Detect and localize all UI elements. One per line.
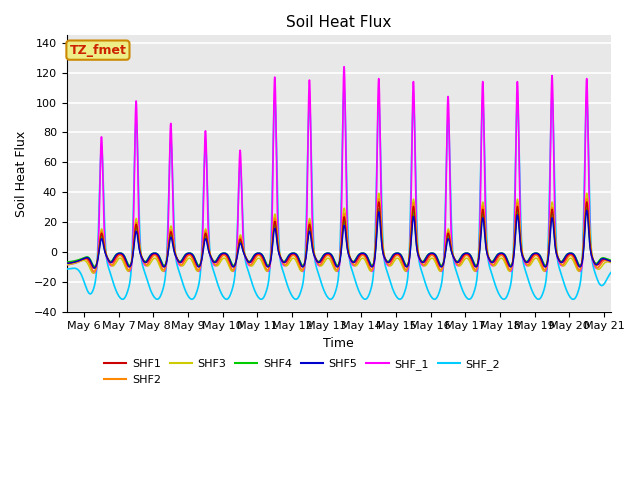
SHF4 xyxy=(271,221,278,227)
SHF_1 xyxy=(469,264,477,269)
SHF_2 xyxy=(162,271,170,276)
SHF_2 xyxy=(271,96,278,102)
SHF_2 xyxy=(511,215,518,221)
SHF_2 xyxy=(469,292,477,298)
SHF2 xyxy=(469,264,477,269)
SHF3 xyxy=(389,260,397,265)
Title: Soil Heat Flux: Soil Heat Flux xyxy=(286,15,392,30)
SHF1 xyxy=(162,261,170,267)
SHF5 xyxy=(271,226,278,231)
SHF1 xyxy=(90,265,98,271)
SHF5 xyxy=(511,249,518,255)
SHF5 xyxy=(162,262,170,268)
SHF2 xyxy=(583,195,591,201)
SHF_1 xyxy=(607,260,615,265)
Line: SHF2: SHF2 xyxy=(67,198,611,271)
Legend: SHF1, SHF2, SHF3, SHF4, SHF5, SHF_1, SHF_2: SHF1, SHF2, SHF3, SHF4, SHF5, SHF_1, SHF… xyxy=(100,355,504,389)
SHF2 xyxy=(90,268,98,274)
SHF1 xyxy=(607,258,615,264)
SHF_1 xyxy=(162,265,170,271)
SHF_2 xyxy=(607,270,615,276)
Line: SHF3: SHF3 xyxy=(67,193,611,273)
SHF5 xyxy=(417,258,424,264)
SHF5 xyxy=(389,252,397,258)
SHF4 xyxy=(63,259,70,265)
SHF_1 xyxy=(340,64,348,70)
SHF_1 xyxy=(511,231,518,237)
SHF1 xyxy=(63,261,70,266)
SHF4 xyxy=(607,257,615,263)
Line: SHF1: SHF1 xyxy=(67,202,611,268)
Line: SHF5: SHF5 xyxy=(67,210,611,268)
SHF4 xyxy=(511,247,518,253)
SHF5 xyxy=(469,258,477,264)
SHF3 xyxy=(469,266,477,272)
SHF4 xyxy=(469,257,477,263)
SHF4 xyxy=(91,264,99,269)
SHF_1 xyxy=(90,270,98,276)
SHF2 xyxy=(389,257,397,263)
SHF1 xyxy=(583,199,591,205)
SHF_2 xyxy=(63,266,70,272)
Line: SHF_2: SHF_2 xyxy=(67,87,611,300)
SHF3 xyxy=(90,270,97,276)
X-axis label: Time: Time xyxy=(323,337,354,350)
SHF_2 xyxy=(417,265,424,271)
SHF_1 xyxy=(63,262,70,268)
SHF2 xyxy=(417,258,424,264)
Y-axis label: Soil Heat Flux: Soil Heat Flux xyxy=(15,131,28,216)
SHF4 xyxy=(389,252,397,258)
Text: TZ_fmet: TZ_fmet xyxy=(70,44,126,57)
SHF_2 xyxy=(389,288,397,293)
SHF3 xyxy=(271,211,278,217)
SHF3 xyxy=(583,190,591,196)
SHF2 xyxy=(63,261,70,266)
SHF2 xyxy=(607,258,615,264)
SHF4 xyxy=(417,257,424,263)
SHF_2 xyxy=(570,297,577,302)
SHF4 xyxy=(583,203,591,209)
SHF3 xyxy=(63,262,70,268)
SHF2 xyxy=(511,241,518,247)
SHF3 xyxy=(607,260,615,265)
SHF1 xyxy=(511,244,518,250)
SHF4 xyxy=(162,261,170,266)
SHF1 xyxy=(469,260,477,265)
SHF5 xyxy=(607,258,615,264)
SHF_1 xyxy=(390,255,397,261)
SHF3 xyxy=(511,238,518,243)
SHF2 xyxy=(271,215,278,221)
SHF_2 xyxy=(340,84,348,90)
SHF1 xyxy=(271,218,278,224)
Line: SHF_1: SHF_1 xyxy=(67,67,611,273)
Line: SHF4: SHF4 xyxy=(67,206,611,266)
SHF5 xyxy=(583,207,591,213)
SHF5 xyxy=(63,261,70,266)
SHF2 xyxy=(162,263,170,268)
SHF_1 xyxy=(417,260,425,266)
SHF1 xyxy=(417,257,424,263)
SHF_1 xyxy=(271,74,278,80)
SHF3 xyxy=(162,263,170,268)
SHF5 xyxy=(91,265,99,271)
SHF1 xyxy=(389,254,397,260)
SHF3 xyxy=(417,258,424,264)
